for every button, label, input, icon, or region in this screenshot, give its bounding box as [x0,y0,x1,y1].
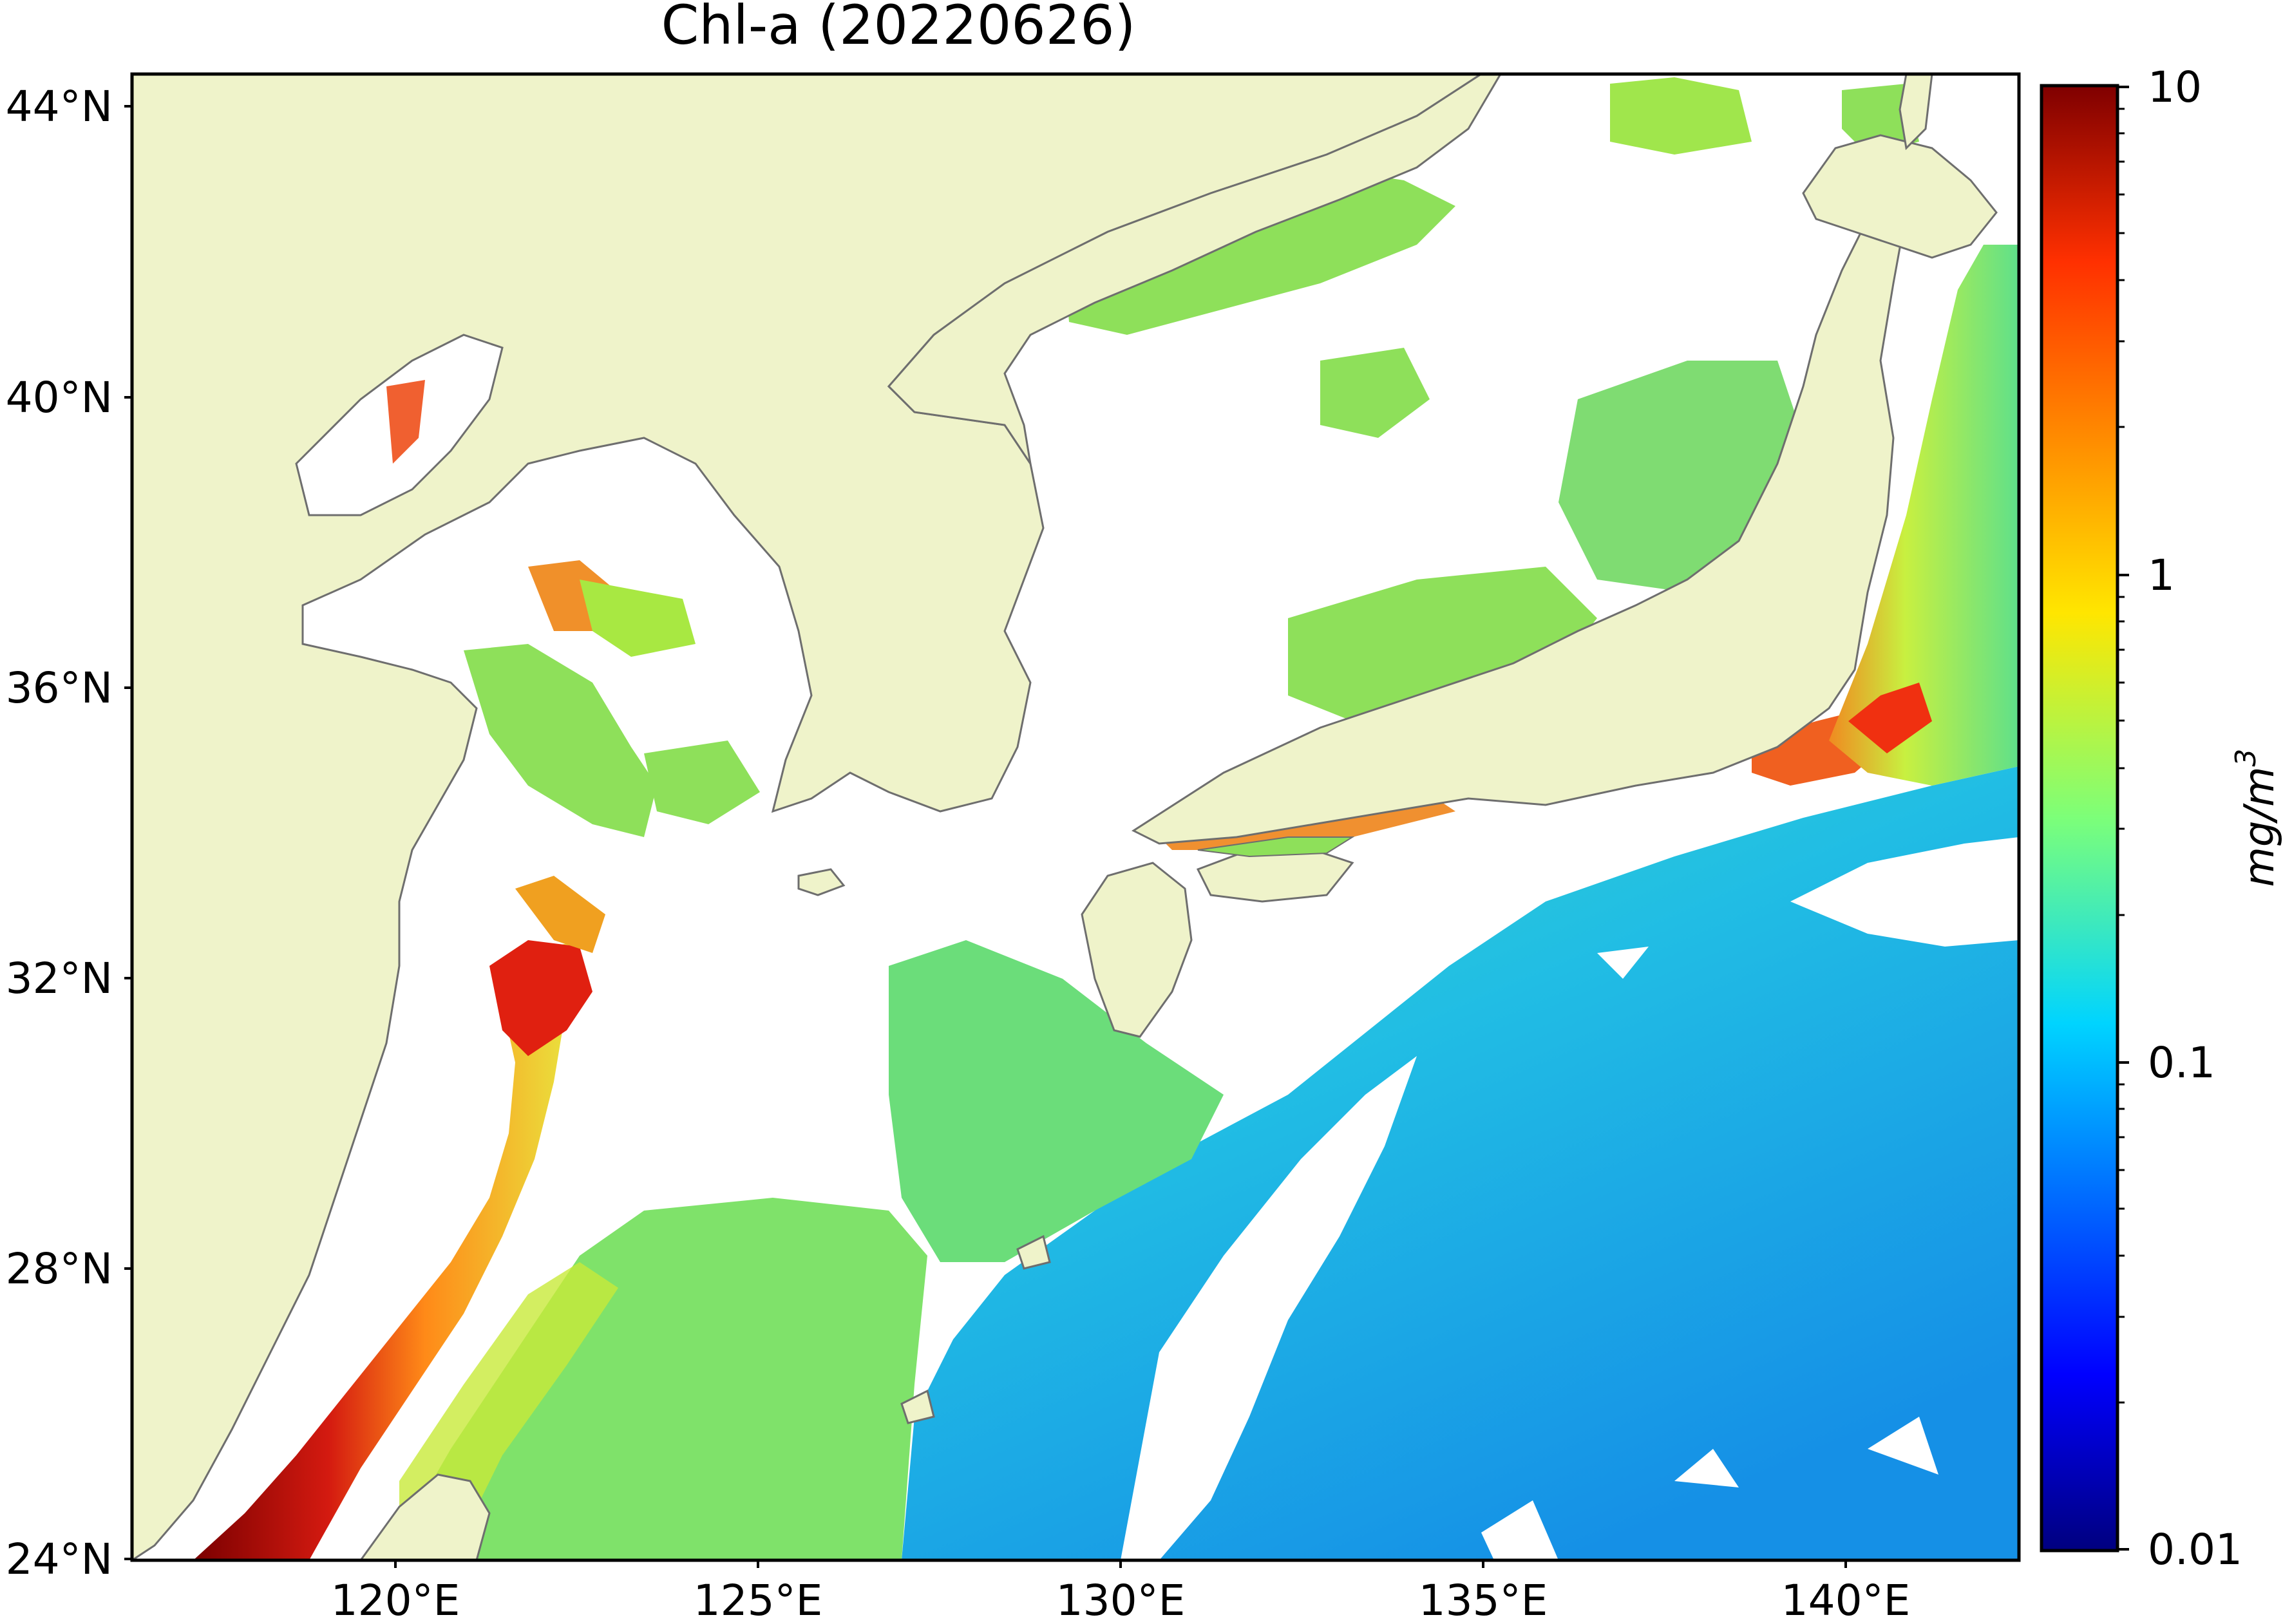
land-masses [132,74,1998,1560]
land-korea [887,74,1502,464]
lon-tick-label: 125°E [694,1576,823,1624]
colorbar-tick-label: 0.01 [2148,1525,2242,1574]
lat-tick-label: 24°N [6,1534,113,1584]
cloud-patches [1121,837,2019,1560]
yellow-sea-patch-4 [644,741,760,824]
colorbar-tick-label: 1 [2148,551,2175,600]
lat-tick-label: 40°N [6,373,113,422]
land-honshu [1131,191,1908,845]
longitude-axis: 120°E 125°E 130°E 135°E 140°E [331,1560,1911,1624]
colorbar: 10 1 0.1 0.01 mg/m3 [2040,62,2283,1574]
yangtze-plume-orange [515,876,605,953]
seto-inland-sea [1197,836,1355,858]
land-kyushu [1081,862,1193,1038]
yellow-sea-patch-3 [580,580,696,657]
tsushima-region-data [889,940,1224,1262]
lon-tick-label: 140°E [1781,1576,1911,1624]
latitude-axis: 44°N 40°N 36°N 32°N 28°N 24°N [6,82,132,1584]
colorbar-major-ticks [2117,86,2129,1551]
colorbar-tick-label: 10 [2148,62,2202,112]
colorbar-tick-label: 0.1 [2148,1038,2215,1088]
map-frame [130,72,2021,1562]
east-of-japan-data [1829,245,2019,786]
unit-base: mg/m [2236,767,2283,887]
sea-of-japan-patch-5 [1842,84,1919,155]
lon-tick-label: 135°E [1419,1576,1548,1624]
sea-of-japan-patch-1 [1320,348,1430,438]
lon-tick-label: 130°E [1056,1576,1186,1624]
land-okinawa [900,1389,935,1424]
bohai-chl [386,380,425,464]
lat-tick-label: 36°N [6,663,113,713]
lon-tick-label: 120°E [331,1576,460,1624]
yangtze-plume [489,940,592,1056]
land-jeju [797,868,846,896]
land-taiwan [359,1473,491,1560]
land-hokkaido [1802,134,1998,259]
svg-text:mg/m3: mg/m3 [2230,749,2283,887]
yellow-sea-patch [464,644,657,837]
lat-tick-label: 32°N [6,954,113,1003]
colorbar-unit: mg/m3 [2230,749,2283,887]
map-area [132,74,2019,1560]
lat-tick-label: 28°N [6,1244,113,1294]
map-title: Chl-a (20220626) [661,0,1136,57]
east-of-japan-red-edge [1848,683,1932,753]
unit-exponent: 3 [2230,749,2262,767]
land-amami [1016,1234,1051,1270]
lat-tick-label: 44°N [6,82,113,131]
colorbar-gradient [2040,84,2119,1553]
sea-of-japan-patch-4 [1610,77,1752,155]
colorbar-minor-ticks [2117,108,2125,1404]
land-sakhalin [1899,74,1933,151]
east-china-sea-data [386,1198,927,1560]
